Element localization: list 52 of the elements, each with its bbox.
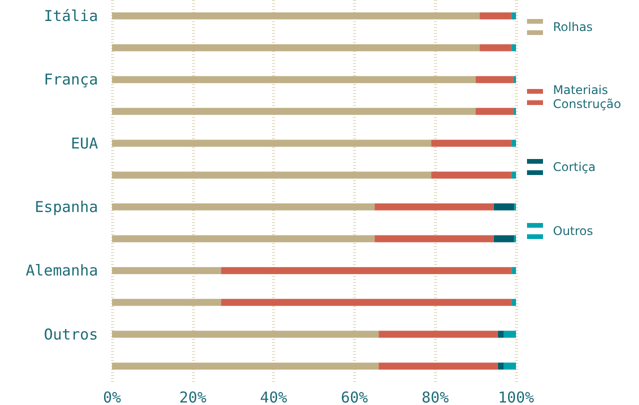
y-tick-label: Alemanha: [26, 262, 98, 280]
bar: [512, 140, 516, 147]
bar: [221, 298, 512, 306]
bar: [512, 172, 516, 179]
bar: [112, 44, 480, 52]
bar: [512, 44, 516, 52]
bar: [221, 267, 512, 274]
bar: [512, 12, 516, 20]
bar: [512, 267, 516, 274]
x-tick-label: 0%: [102, 388, 122, 405]
y-tick-label: França: [44, 70, 98, 89]
bar: [476, 76, 514, 84]
bar: [112, 298, 222, 306]
y-tick-label: Outros: [44, 325, 98, 344]
y-tick-label: Itália: [44, 6, 98, 25]
bar: [431, 172, 512, 179]
bar: [476, 108, 514, 115]
bar: [431, 140, 512, 147]
bar: [112, 140, 432, 147]
x-tick-label: 60%: [340, 388, 368, 405]
bar: [112, 267, 222, 274]
bar: [112, 12, 480, 20]
bar: [378, 330, 498, 338]
bar: [112, 235, 375, 242]
bar: [480, 44, 512, 52]
bar: [374, 235, 494, 242]
x-tick-label: 20%: [179, 388, 206, 405]
bar: [378, 362, 498, 370]
bar: [112, 108, 476, 115]
bar: [112, 172, 432, 179]
legend-label: Outros: [553, 224, 594, 238]
bar: [480, 12, 512, 20]
bar: [494, 203, 514, 210]
bar: [374, 203, 494, 210]
legend-label: Cortiça: [553, 160, 596, 174]
bar: [112, 330, 379, 338]
x-tick-label: 40%: [260, 388, 288, 405]
bar: [504, 362, 516, 370]
legend-label: Rolhas: [553, 20, 593, 34]
y-tick-label: Espanha: [34, 198, 98, 216]
bar: [498, 330, 504, 338]
y-tick-label: EUA: [70, 134, 98, 152]
bar: [112, 76, 476, 84]
bar: [498, 362, 504, 370]
x-tick-label: 80%: [422, 388, 449, 405]
legend-label: Materiais Construção: [553, 83, 622, 111]
bar: [112, 362, 379, 370]
bar: [512, 298, 516, 306]
bar: [112, 203, 375, 210]
bar: [504, 330, 516, 338]
x-tick-label: 100%: [498, 388, 534, 405]
bar: [494, 235, 514, 242]
